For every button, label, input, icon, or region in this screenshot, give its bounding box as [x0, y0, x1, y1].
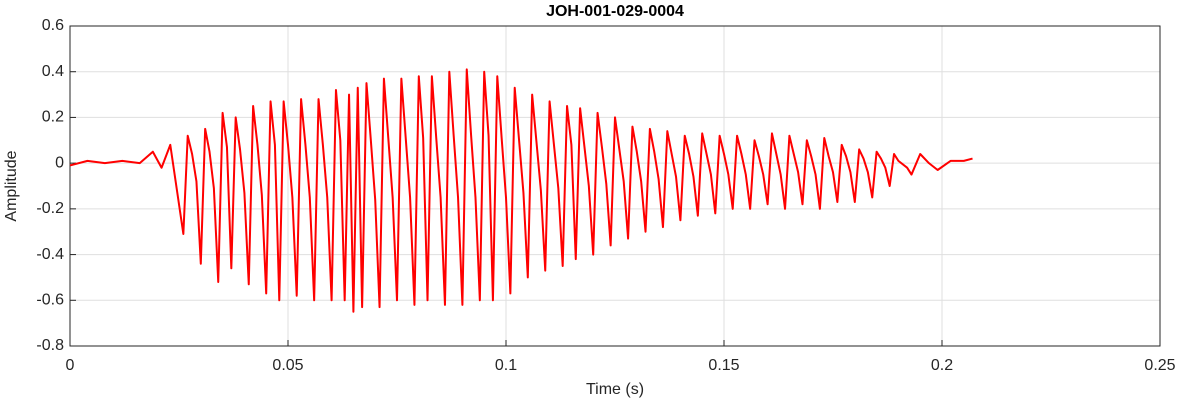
- x-tick-label: 0.2: [931, 357, 953, 374]
- waveform-line: [69, 68, 973, 313]
- y-tick-label: 0.2: [42, 109, 64, 126]
- x-tick-label: 0.1: [495, 357, 517, 374]
- y-tick-label: -0.4: [36, 246, 64, 263]
- y-axis-label: Amplitude: [3, 150, 20, 221]
- y-tick-label: -0.2: [36, 200, 64, 217]
- x-tick-label: 0.25: [1144, 357, 1175, 374]
- y-tick-label: 0.4: [42, 63, 64, 80]
- y-tick-label: -0.6: [36, 292, 64, 309]
- plot-frame: [69, 25, 1161, 347]
- y-tick-label: -0.8: [36, 337, 64, 354]
- y-tick-label: 0: [55, 154, 64, 171]
- x-tick-label: 0.05: [272, 357, 303, 374]
- y-tick-label: 0.6: [42, 17, 64, 34]
- x-axis-label: Time (s): [586, 381, 644, 398]
- x-tick-label: 0.15: [708, 357, 739, 374]
- chart-title: JOH-001-029-0004: [546, 3, 684, 20]
- x-tick-label: 0: [66, 357, 75, 374]
